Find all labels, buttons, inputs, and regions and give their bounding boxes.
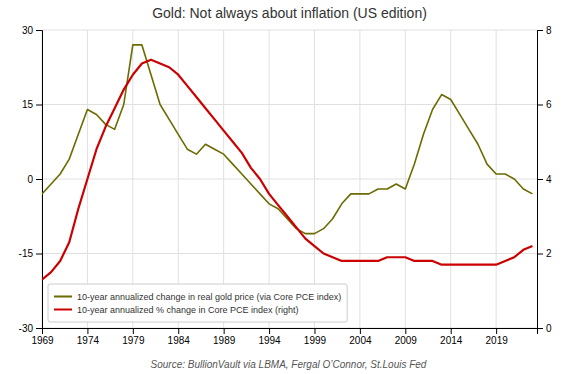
tick: 0 xyxy=(27,174,42,185)
tick-label: 2 xyxy=(546,248,552,259)
tick-mark xyxy=(537,254,543,255)
tick-mark xyxy=(36,328,42,329)
tick-mark xyxy=(405,328,406,334)
tick-mark xyxy=(133,328,134,334)
tick-label: 1989 xyxy=(213,335,236,346)
tick: 1989 xyxy=(213,328,236,346)
tick-label: 1999 xyxy=(304,335,327,346)
tick-mark xyxy=(36,179,42,180)
tick-label: 2004 xyxy=(349,335,372,346)
grid-line-y xyxy=(42,179,537,180)
grid-line-x xyxy=(405,30,406,328)
title: Gold: Not always about inflation (US edi… xyxy=(152,5,427,21)
chart: 1969197419791984198919941999200420092014… xyxy=(0,0,577,374)
grid-line-y xyxy=(42,30,537,31)
tick-mark xyxy=(451,328,452,334)
tick: 1984 xyxy=(168,328,191,346)
series-line xyxy=(42,45,532,234)
tick-mark xyxy=(314,328,315,334)
tick: 15 xyxy=(22,99,42,110)
grid-line-x xyxy=(496,30,497,328)
legend-swatch xyxy=(54,309,72,311)
tick: -30 xyxy=(19,323,42,334)
y-axis: -30 -15 0 15 30 xyxy=(19,25,43,334)
tick: 2019 xyxy=(486,328,509,346)
tick-mark xyxy=(87,328,88,334)
tick-mark xyxy=(537,179,543,180)
series-line xyxy=(42,60,532,280)
tick: 1979 xyxy=(122,328,145,346)
grid-line-y xyxy=(42,253,537,254)
tick-label: -30 xyxy=(19,323,34,334)
tick-label: 1984 xyxy=(168,335,191,346)
tick-mark xyxy=(496,328,497,334)
grid xyxy=(42,30,537,328)
tick: 2014 xyxy=(440,328,463,346)
tick-label: 1969 xyxy=(31,335,54,346)
legend-label: 10-year annualized change in real gold p… xyxy=(77,292,341,302)
y2-axis: 0 2 4 6 8 xyxy=(537,25,552,334)
tick: 8 xyxy=(537,25,552,36)
tick-label: 1974 xyxy=(77,335,100,346)
tick-label: -15 xyxy=(19,248,34,259)
grid-line-x xyxy=(450,30,451,328)
tick: 2004 xyxy=(349,328,372,346)
tick-label: 2014 xyxy=(440,335,463,346)
axis-line xyxy=(43,329,538,335)
tick: 2009 xyxy=(395,328,418,346)
x-axis: 1969 1974 1979 1984 1989 1994 1999 2004 2009 2014… xyxy=(31,328,537,346)
tick-label: 4 xyxy=(546,174,552,185)
tick-label: 8 xyxy=(546,25,552,36)
axis-line xyxy=(538,31,544,329)
tick: 30 xyxy=(22,25,42,36)
grid-line-x xyxy=(314,30,315,328)
tick: 2 xyxy=(537,248,552,259)
tick-mark xyxy=(178,328,179,334)
tick: 1999 xyxy=(304,328,327,346)
tick-mark xyxy=(360,328,361,334)
tick-mark xyxy=(537,105,543,106)
tick-mark xyxy=(36,105,42,106)
tick: 1974 xyxy=(77,328,100,346)
grid-line-x xyxy=(269,30,270,328)
tick: 4 xyxy=(537,174,552,185)
tick: 0 xyxy=(537,323,552,334)
tick-label: 15 xyxy=(22,99,34,110)
tick-label: 30 xyxy=(22,25,34,36)
tick: 1994 xyxy=(258,328,281,346)
tick-label: 1979 xyxy=(122,335,145,346)
tick: -15 xyxy=(19,248,42,259)
tick-label: 0 xyxy=(546,323,552,334)
tick-label: 2009 xyxy=(395,335,418,346)
tick-mark xyxy=(269,328,270,334)
axis-line xyxy=(36,31,43,329)
tick-label: 6 xyxy=(546,99,552,110)
tick-mark xyxy=(36,30,42,31)
plot-area xyxy=(42,45,532,280)
grid-line-x xyxy=(359,30,360,328)
legend: 10-year annualized change in real gold p… xyxy=(48,284,347,322)
legend-label: 10-year annualized % change in Core PCE … xyxy=(77,305,299,315)
tick-mark xyxy=(537,328,543,329)
tick-mark xyxy=(537,30,543,31)
legend-swatch xyxy=(54,296,72,298)
tick-label: 1994 xyxy=(258,335,281,346)
grid-line-x xyxy=(223,30,224,328)
annotation: Source: BullionVault via LBMA, Fergal O’… xyxy=(151,359,427,370)
tick-mark xyxy=(224,328,225,334)
tick-label: 0 xyxy=(27,174,33,185)
tick: 6 xyxy=(537,99,552,110)
tick-label: 2019 xyxy=(486,335,509,346)
legend-box xyxy=(48,284,347,322)
tick-mark xyxy=(36,254,42,255)
tick: 1969 xyxy=(31,328,54,346)
